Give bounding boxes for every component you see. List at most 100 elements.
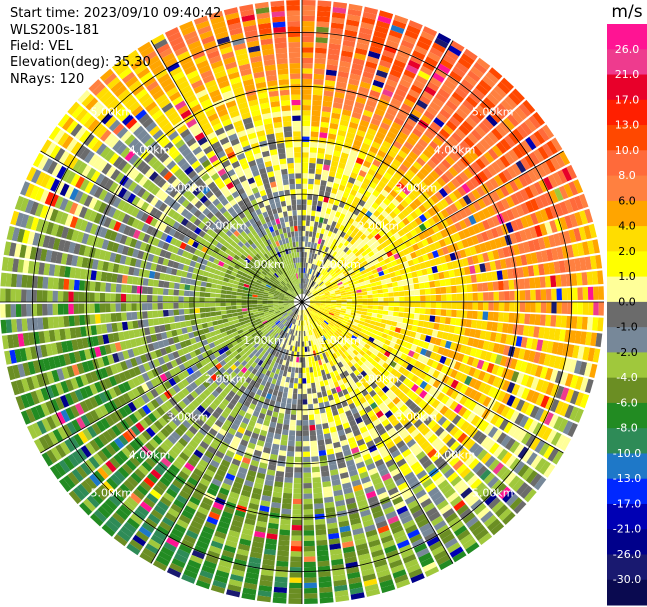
velocity-gate xyxy=(529,133,541,148)
velocity-gate xyxy=(446,261,454,270)
velocity-gate xyxy=(382,88,394,98)
velocity-gate xyxy=(533,149,545,163)
velocity-gate xyxy=(335,260,341,267)
velocity-gate xyxy=(354,250,361,257)
velocity-gate xyxy=(374,172,383,181)
velocity-gate xyxy=(295,446,302,452)
velocity-gate xyxy=(317,5,331,12)
velocity-gate xyxy=(398,286,404,292)
velocity-gate xyxy=(386,193,395,202)
velocity-gate xyxy=(495,225,504,237)
velocity-gate xyxy=(398,291,405,297)
velocity-gate xyxy=(304,572,317,578)
velocity-gate xyxy=(323,428,330,435)
velocity-gate xyxy=(357,302,363,305)
velocity-gate xyxy=(342,269,349,275)
velocity-gate xyxy=(327,230,333,237)
velocity-gate xyxy=(338,272,344,278)
velocity-gate xyxy=(303,273,305,279)
velocity-gate xyxy=(433,117,445,128)
velocity-gate xyxy=(431,204,441,214)
velocity-gate xyxy=(544,275,552,288)
velocity-gate xyxy=(384,273,391,279)
velocity-gate xyxy=(346,14,361,22)
velocity-gate xyxy=(302,36,314,43)
velocity-gate xyxy=(283,387,289,393)
velocity-gate xyxy=(538,263,545,276)
velocity-gate xyxy=(340,179,348,187)
velocity-gate xyxy=(315,418,322,425)
velocity-gate xyxy=(89,314,96,325)
velocity-gate xyxy=(345,24,359,32)
velocity-gate xyxy=(310,445,318,452)
velocity-gate xyxy=(411,188,421,198)
velocity-gate xyxy=(477,292,484,301)
velocity-gate xyxy=(401,208,410,217)
velocity-gate xyxy=(512,128,524,142)
velocity-gate xyxy=(302,414,309,421)
velocity-gate xyxy=(309,252,313,259)
velocity-gate xyxy=(438,271,445,280)
velocity-gate xyxy=(457,57,472,70)
velocity-gate xyxy=(533,130,546,145)
velocity-gate xyxy=(331,12,346,19)
velocity-gate xyxy=(377,293,384,298)
velocity-gate xyxy=(483,151,495,164)
velocity-gate xyxy=(563,230,572,244)
velocity-gate xyxy=(374,321,381,327)
velocity-gate xyxy=(426,159,437,170)
velocity-gate xyxy=(376,285,383,290)
velocity-gate xyxy=(309,287,314,292)
velocity-gate xyxy=(414,45,428,56)
velocity-gate xyxy=(324,246,330,253)
velocity-gate xyxy=(399,163,409,173)
velocity-gate xyxy=(425,187,434,197)
velocity-gate xyxy=(393,311,399,317)
velocity-gate xyxy=(494,237,503,249)
velocity-gate xyxy=(465,275,472,284)
velocity-gate xyxy=(316,16,330,23)
velocity-gate xyxy=(327,53,340,61)
velocity-gate xyxy=(302,357,306,363)
velocity-gate xyxy=(436,177,447,187)
velocity-gate xyxy=(346,304,352,307)
velocity-gate xyxy=(110,313,117,322)
velocity-gate xyxy=(310,126,320,132)
velocity-gate xyxy=(511,88,525,102)
velocity-gate xyxy=(529,226,538,239)
velocity-gate xyxy=(522,99,536,114)
velocity-gate xyxy=(440,83,454,95)
velocity-gate xyxy=(297,394,302,400)
velocity-gate xyxy=(597,270,604,285)
velocity-gate xyxy=(470,319,478,329)
velocity-gate xyxy=(286,398,292,404)
velocity-gate xyxy=(289,430,296,436)
velocity-gate xyxy=(534,224,543,238)
velocity-gate xyxy=(304,283,306,289)
velocity-gate xyxy=(397,83,409,93)
velocity-gate xyxy=(323,271,329,277)
velocity-gate xyxy=(469,246,477,256)
velocity-gate xyxy=(289,577,302,583)
velocity-gate xyxy=(524,228,533,240)
velocity-gate xyxy=(241,302,247,306)
velocity-gate xyxy=(302,362,306,368)
velocity-gate xyxy=(529,314,536,325)
velocity-gate xyxy=(510,206,520,219)
velocity-gate xyxy=(495,158,506,171)
velocity-gate xyxy=(504,182,515,195)
velocity-gate xyxy=(429,315,436,322)
velocity-gate xyxy=(445,286,452,294)
velocity-gate xyxy=(314,265,318,271)
velocity-gate xyxy=(367,302,374,306)
velocity-gate xyxy=(311,461,320,468)
velocity-gate xyxy=(528,151,540,165)
velocity-gate xyxy=(302,251,305,258)
velocity-gate xyxy=(545,158,557,173)
velocity-gate xyxy=(201,322,208,329)
velocity-gate xyxy=(367,290,373,295)
velocity-gate xyxy=(371,176,380,185)
velocity-gate xyxy=(303,467,311,473)
velocity-gate xyxy=(303,325,305,331)
velocity-gate xyxy=(290,551,302,557)
